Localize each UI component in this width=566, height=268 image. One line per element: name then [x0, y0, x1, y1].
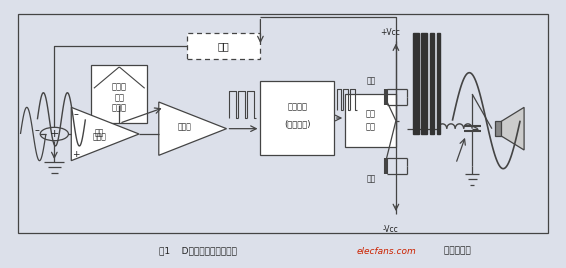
Text: 电子发烧友: 电子发烧友	[441, 247, 471, 256]
Text: 三角形: 三角形	[112, 83, 127, 91]
Text: –: –	[74, 109, 78, 119]
Polygon shape	[501, 107, 524, 150]
Text: 比较器: 比较器	[177, 123, 191, 132]
Text: +: +	[50, 129, 59, 139]
Text: 位移: 位移	[366, 122, 375, 132]
Bar	[187, 33, 260, 59]
Text: (延时时间): (延时时间)	[284, 120, 310, 128]
Bar	[260, 81, 334, 155]
Text: 电平: 电平	[366, 110, 375, 119]
Polygon shape	[436, 33, 440, 134]
Text: 死区时间: 死区时间	[287, 102, 307, 111]
Text: 放大器: 放大器	[93, 132, 106, 141]
Text: 发生器: 发生器	[112, 104, 127, 113]
Bar	[345, 94, 396, 147]
Text: –: –	[35, 125, 40, 136]
Bar	[495, 121, 501, 136]
Text: 脉冲: 脉冲	[114, 93, 125, 102]
Text: 高端: 高端	[367, 76, 376, 85]
Polygon shape	[71, 107, 139, 161]
Polygon shape	[421, 33, 427, 134]
Text: 反馈: 反馈	[218, 41, 230, 51]
Text: 误差: 误差	[95, 128, 104, 137]
Polygon shape	[430, 33, 434, 134]
Text: -Vcc: -Vcc	[383, 225, 398, 234]
Text: 图1    D类音频功率放大器框: 图1 D类音频功率放大器框	[159, 247, 237, 256]
Polygon shape	[159, 102, 226, 155]
Text: +: +	[72, 150, 80, 159]
Text: elecfans.com: elecfans.com	[357, 247, 416, 256]
Text: 低端: 低端	[367, 175, 376, 184]
Bar	[91, 65, 148, 123]
Text: +Vcc: +Vcc	[380, 28, 400, 37]
Bar	[18, 14, 548, 233]
Polygon shape	[413, 33, 418, 134]
